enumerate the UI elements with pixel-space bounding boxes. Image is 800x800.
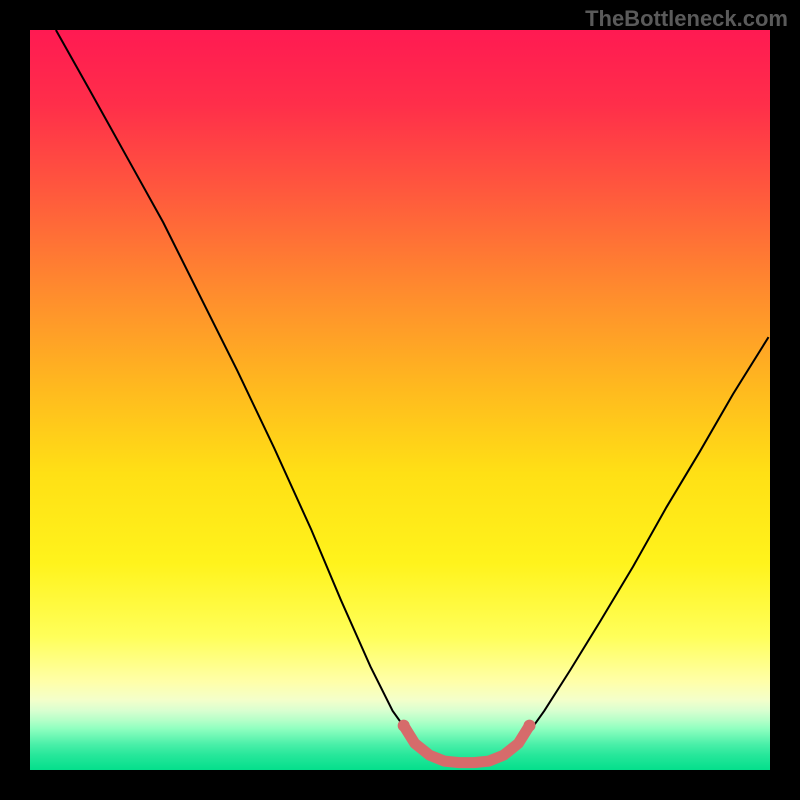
chart-svg (0, 0, 800, 800)
bottleneck-chart: TheBottleneck.com (0, 0, 800, 800)
chart-background (30, 30, 770, 770)
watermark-text: TheBottleneck.com (585, 6, 788, 32)
